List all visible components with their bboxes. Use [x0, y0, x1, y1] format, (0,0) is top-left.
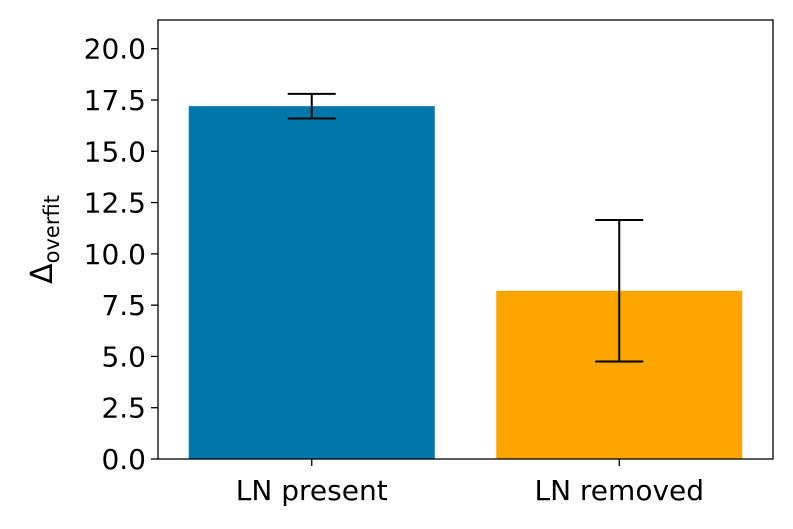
y-axis-label-main: Δ	[25, 263, 60, 284]
y-axis-label-sub: overfit	[40, 195, 64, 263]
bars-layer	[188, 106, 743, 460]
x-tick-label-2: LN removed	[534, 474, 704, 507]
y-tick-label-6: 12.5	[84, 187, 146, 220]
y-tick-label-8: 17.5	[84, 84, 146, 117]
y-axis-label: Δoverfit	[25, 195, 64, 284]
y-axis: 0.0 2.5 5.0 7.5 10.0 12.5 15.0 17.5 20.0	[84, 33, 158, 476]
x-tick-label-1: LN present	[236, 474, 388, 507]
error-bars-layer	[287, 92, 644, 363]
x-axis: LN present LN removed	[236, 459, 704, 507]
y-tick-label-4: 7.5	[101, 289, 146, 322]
y-tick-label-2: 2.5	[101, 392, 146, 425]
plot-frame	[157, 19, 774, 460]
y-tick-label-3: 5.0	[101, 340, 146, 373]
y-tick-label-9: 20.0	[84, 33, 146, 66]
y-tick-label-5: 10.0	[84, 238, 146, 271]
y-tick-label-1: 0.0	[101, 443, 146, 476]
bar-1	[188, 106, 435, 460]
y-tick-label-7: 15.0	[84, 135, 146, 168]
